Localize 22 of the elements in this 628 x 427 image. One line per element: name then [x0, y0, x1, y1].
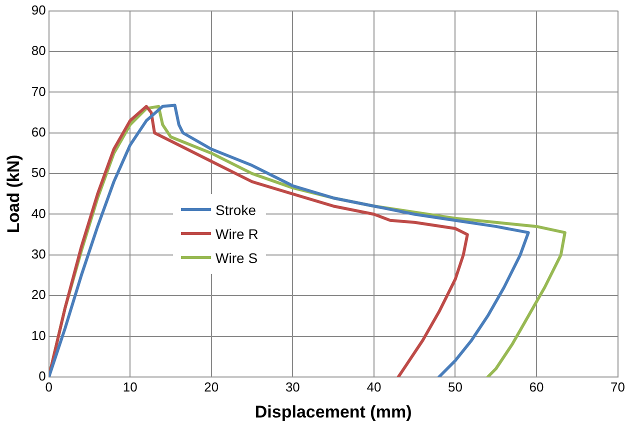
x-tick-label: 70 [610, 379, 626, 394]
y-tick-label: 20 [31, 287, 46, 302]
x-tick-label: 30 [285, 379, 300, 394]
y-tick-label: 60 [31, 124, 46, 140]
x-tick-label: 60 [529, 379, 544, 394]
x-tick-label: 40 [366, 379, 382, 394]
y-tick-label: 40 [31, 206, 46, 221]
y-tick-label: 90 [31, 2, 46, 18]
y-tick-label: 70 [31, 84, 46, 99]
y-tick-label: 30 [31, 246, 46, 262]
y-tick-label: 10 [31, 328, 46, 343]
legend-label: Wire R [216, 226, 258, 242]
y-tick-label: 0 [38, 368, 46, 384]
legend-label: Wire S [216, 250, 258, 266]
y-tick-label: 80 [31, 43, 46, 58]
x-tick-label: 20 [204, 379, 219, 394]
legend-label: Stroke [216, 202, 256, 218]
x-tick-label: 50 [448, 379, 462, 394]
x-tick-label: 10 [122, 379, 138, 394]
x-axis-title: Displacement (mm) [254, 402, 412, 422]
y-axis-title: Load (kN) [4, 154, 23, 234]
y-tick-label: 50 [31, 165, 46, 180]
